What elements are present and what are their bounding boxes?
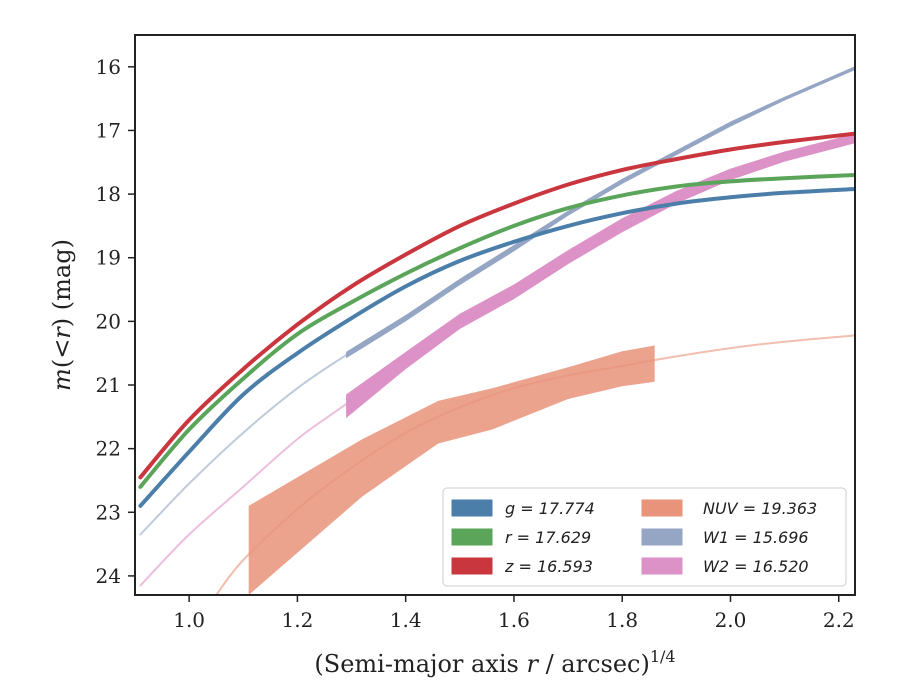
series-band-w1	[346, 66, 855, 359]
y-tick-label: 22	[96, 437, 121, 461]
x-tick-label: 1.0	[173, 608, 205, 632]
legend-label-z: z = 16.593	[504, 557, 593, 576]
legend-entries: g = 17.774 r = 17.629 z = 16.593 NUV = 19.3…	[451, 499, 817, 576]
y-axis-ticks: 16 17 18 19 20 21 22 23 24	[96, 55, 135, 588]
x-tick-label: 2.2	[823, 608, 855, 632]
x-axis-ticks: 1.0 1.2 1.4 1.6 1.8 2.0 2.2	[173, 595, 855, 632]
y-tick-label: 19	[96, 246, 121, 270]
y-tick-label: 24	[96, 564, 121, 588]
x-tick-label: 1.6	[498, 608, 530, 632]
legend-swatch-nuv	[641, 499, 683, 517]
y-tick-label: 21	[96, 373, 121, 397]
legend-label-w1: W1 = 15.696	[703, 528, 809, 547]
legend-swatch-r	[451, 528, 493, 546]
y-tick-label: 23	[96, 500, 121, 524]
legend-label-r: r = 17.629	[505, 528, 591, 547]
series-line-z	[138, 131, 855, 480]
x-tick-label: 1.4	[390, 608, 422, 632]
legend-swatch-g	[451, 499, 493, 517]
y-tick-label: 16	[96, 55, 121, 79]
y-tick-label: 20	[96, 309, 121, 333]
y-axis-label: m(<r) (mag)	[48, 239, 76, 391]
legend-label-w2: W2 = 16.520	[703, 557, 809, 576]
series-line-g	[138, 187, 855, 508]
x-tick-label: 1.8	[606, 608, 638, 632]
legend-swatch-w2	[641, 557, 683, 575]
x-axis-label: (Semi-major axis r / arcsec)1/4	[314, 647, 675, 678]
series-line-r	[138, 173, 855, 489]
plot-frame	[134, 34, 856, 596]
legend: g = 17.774 r = 17.629 z = 16.593 NUV = 19.3…	[442, 487, 847, 587]
legend-swatch-z	[451, 557, 493, 575]
legend-label-nuv: NUV = 19.363	[703, 499, 817, 518]
x-tick-label: 2.0	[715, 608, 747, 632]
y-tick-label: 17	[96, 118, 121, 142]
series-band-nuv	[248, 345, 655, 595]
legend-swatch-w1	[641, 528, 683, 546]
series-layer	[138, 66, 855, 595]
x-tick-label: 1.2	[281, 608, 313, 632]
legend-label-g: g = 17.774	[505, 499, 595, 518]
y-tick-label: 18	[96, 182, 121, 206]
